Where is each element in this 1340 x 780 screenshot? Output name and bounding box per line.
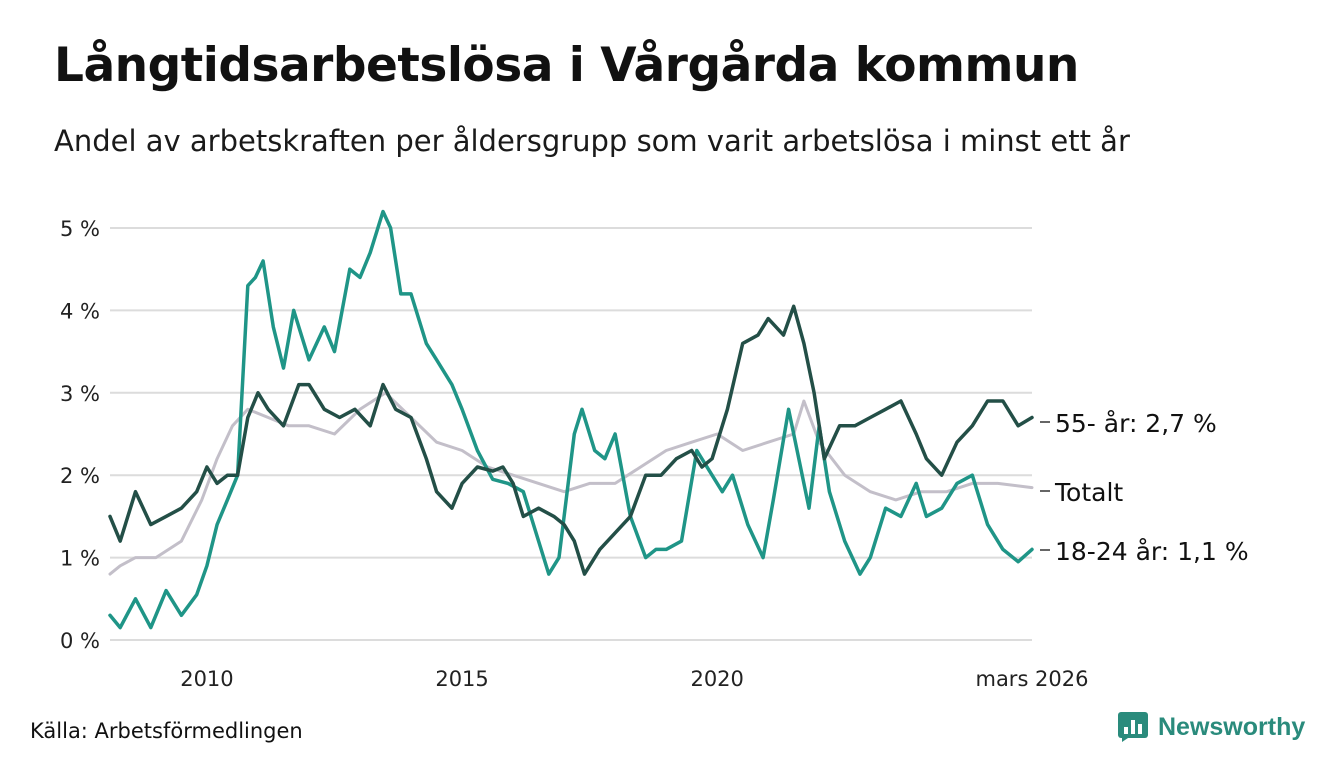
y-tick-label: 1 % [60,547,100,571]
series-line-1 [108,391,1034,576]
y-tick-label: 5 % [60,217,100,241]
y-tick-label: 3 % [60,382,100,406]
x-tick-label: 2015 [435,667,488,691]
source-credit: Källa: Arbetsförmedlingen [30,719,303,743]
y-tick-label: 0 % [60,629,100,653]
newsworthy-logo-icon [1118,712,1148,742]
x-tick-label: 2020 [690,667,743,691]
y-tick-label: 4 % [60,299,100,323]
x-tick-label: 2010 [180,667,233,691]
series-end-label: 18-24 år: 1,1 % [1055,537,1249,566]
series-end-label: 55- år: 2,7 % [1055,409,1217,438]
brand-name: Newsworthy [1158,712,1306,741]
x-tick-label: mars 2026 [975,667,1088,691]
series-line-2 [108,209,1034,630]
page-title: Långtidsarbetslösa i Vårgårda kommun [54,38,1079,93]
series-end-label: Totalt [1054,478,1123,507]
page-subtitle: Andel av arbetskraften per åldersgrupp s… [54,124,1130,158]
series-line-3 [108,304,1034,576]
y-tick-label: 2 % [60,464,100,488]
brand-logo[interactable]: Newsworthy [1118,712,1305,742]
